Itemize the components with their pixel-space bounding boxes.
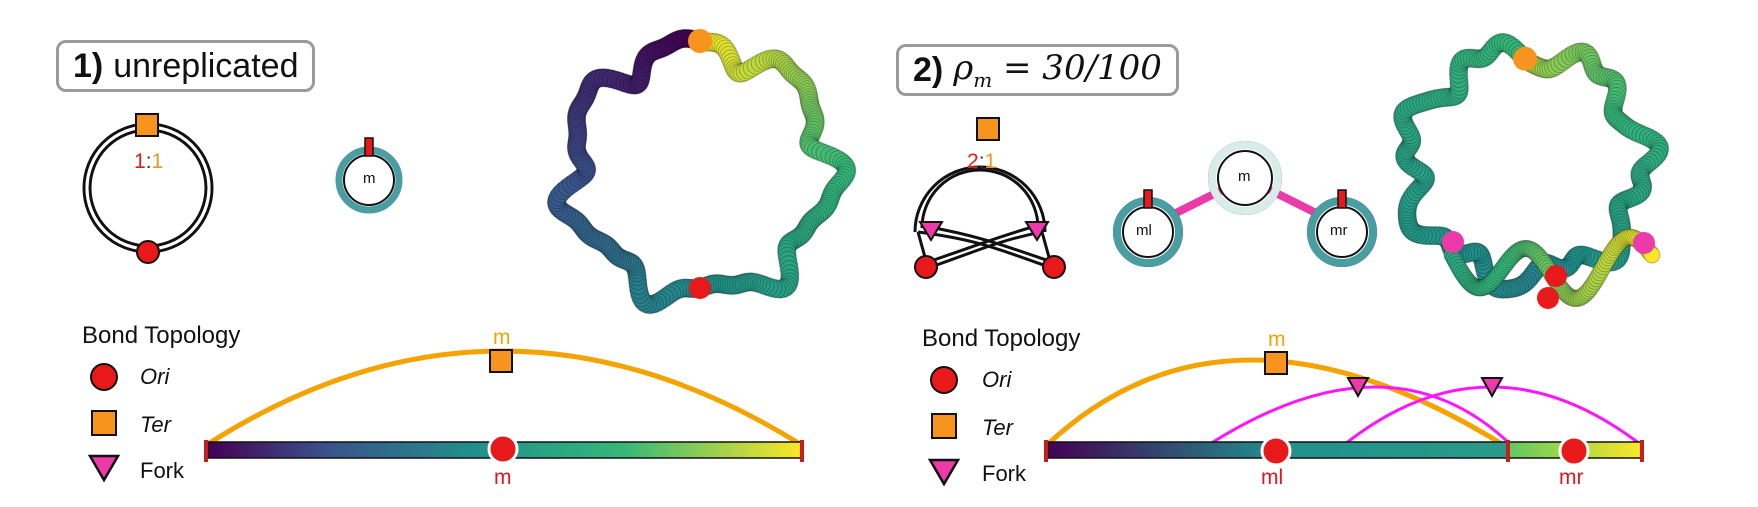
ring-label-m-2: m xyxy=(1238,168,1251,185)
fork-bead xyxy=(1633,232,1655,254)
arc-label-1: m xyxy=(493,326,511,349)
copy-ratio-2: 2:1 xyxy=(967,150,997,173)
fork-marker-arc xyxy=(1480,377,1504,399)
fork-marker-arc xyxy=(1346,377,1370,399)
legend-symbols-2 xyxy=(927,366,961,487)
ori-marker-bar xyxy=(1260,435,1292,467)
fork-bead xyxy=(1442,231,1464,253)
bond-topology-1 xyxy=(204,348,804,465)
replicon-ring-m xyxy=(1208,141,1282,215)
bar-label-ml: ml xyxy=(1261,466,1284,489)
bond-topology-2 xyxy=(1044,351,1644,467)
legend-fork-icon xyxy=(927,458,961,487)
ter-bead xyxy=(688,28,712,53)
ring-label-mr: mr xyxy=(1330,222,1348,239)
legend-symbols-1 xyxy=(87,363,121,483)
legend-ori-label-2: Ori xyxy=(982,367,1012,392)
fork-marker xyxy=(918,221,944,242)
legend-ter-icon xyxy=(91,410,117,436)
legend-fork-label-1: Fork xyxy=(140,458,184,483)
bar-label-m-1: m xyxy=(494,466,512,489)
ori-marker xyxy=(136,240,160,264)
copy-ratio-1: 1:1 xyxy=(134,150,164,173)
panel-1-title-text: unreplicated xyxy=(113,46,299,85)
ori-bead xyxy=(1545,265,1567,287)
polymer-rendering-1 xyxy=(546,28,857,315)
legend-ter-icon xyxy=(931,413,957,439)
ter-marker xyxy=(976,117,1000,141)
ter-marker xyxy=(135,113,159,137)
ori-bead xyxy=(1537,287,1559,309)
polymer-rendering-2 xyxy=(1393,32,1670,309)
panel-2-number: 2) xyxy=(913,50,944,89)
panel-2-title: 2) ρm = 30/100 xyxy=(896,44,1179,96)
panel-2-title-math: ρm = 30/100 xyxy=(953,48,1162,92)
legend-fork-icon xyxy=(87,454,121,483)
panel-1-number: 1) xyxy=(73,46,104,85)
ori-marker-bar xyxy=(487,433,519,465)
panel-1-title: 1) unreplicated xyxy=(56,40,316,92)
legend-ori-icon xyxy=(930,366,958,394)
arc-main xyxy=(1046,357,1507,449)
ter-marker-arc xyxy=(1264,351,1288,375)
replicon-ring-mr xyxy=(1307,189,1377,267)
ring-label-ml: ml xyxy=(1136,222,1152,239)
legend-ori-label-1: Ori xyxy=(140,364,170,389)
arc-label-2: m xyxy=(1268,328,1286,351)
ter-bead xyxy=(1513,46,1537,71)
legend-ter-label-1: Ter xyxy=(140,412,171,437)
arc-fork-left xyxy=(1209,385,1512,446)
replicon-ring-ml xyxy=(1113,189,1183,267)
legend-title-1: Bond Topology xyxy=(82,322,241,349)
ori-bead xyxy=(689,276,711,299)
legend-ori-icon xyxy=(90,363,118,391)
legend-fork-label-2: Fork xyxy=(982,461,1026,486)
ori-marker xyxy=(1042,255,1066,279)
legend-ter-label-2: Ter xyxy=(982,415,1013,440)
ter-marker-arc xyxy=(489,349,513,373)
chromosome-schematic-2 xyxy=(913,117,1066,279)
legend-title-2: Bond Topology xyxy=(922,325,1081,352)
replicon-network-2 xyxy=(1113,141,1377,267)
ori-marker xyxy=(914,255,938,279)
fork-marker xyxy=(1024,221,1050,242)
replicon-ring-m-1 xyxy=(335,137,403,214)
chromosome-schematic-1 xyxy=(82,113,214,264)
ring-label-m-1: m xyxy=(363,170,376,187)
ori-marker-bar xyxy=(1558,435,1590,467)
bar-label-mr: mr xyxy=(1559,466,1584,489)
